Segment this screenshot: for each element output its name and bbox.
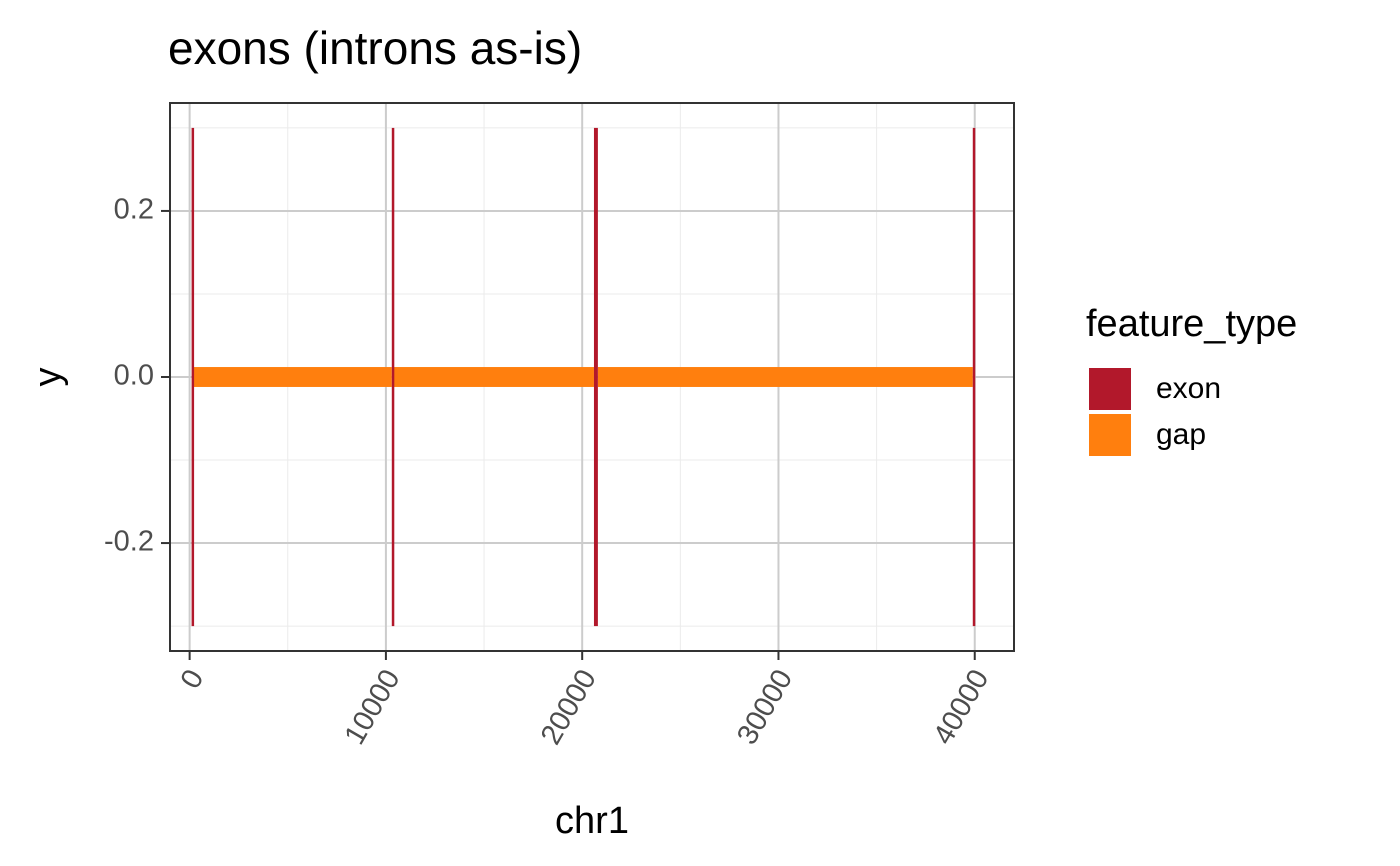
x-tick-label: 10000 <box>339 664 407 750</box>
exon-segment <box>391 127 395 627</box>
legend-key-gap <box>1089 414 1131 456</box>
exon-segment <box>191 127 195 627</box>
x-tick-label: 40000 <box>927 664 995 750</box>
x-tick-label: 20000 <box>535 664 603 750</box>
exon-segment <box>593 127 598 627</box>
legend: feature_type exon gap <box>1086 303 1297 456</box>
x-tick-label: 30000 <box>731 664 799 750</box>
y-tick-label: -0.2 <box>104 526 154 558</box>
x-tick-label: 0 <box>175 664 211 694</box>
y-axis-title: y <box>27 368 69 387</box>
legend-key-exon <box>1089 368 1131 410</box>
y-tick-label: 0.0 <box>114 360 154 392</box>
plot-panel: 0 10000 20000 30000 40000 0.2 0.0 -0.2 <box>104 102 1015 750</box>
gap-segment <box>193 367 392 387</box>
gap-segment <box>597 367 973 387</box>
gap-segment <box>393 367 594 387</box>
y-tick-label: 0.2 <box>114 194 154 226</box>
legend-label-gap: gap <box>1156 418 1206 451</box>
exon-segment <box>972 127 976 627</box>
chart-title: exons (introns as-is) <box>168 22 582 74</box>
legend-title: feature_type <box>1086 303 1297 345</box>
legend-label-exon: exon <box>1156 372 1221 405</box>
x-axis-title: chr1 <box>555 800 629 842</box>
